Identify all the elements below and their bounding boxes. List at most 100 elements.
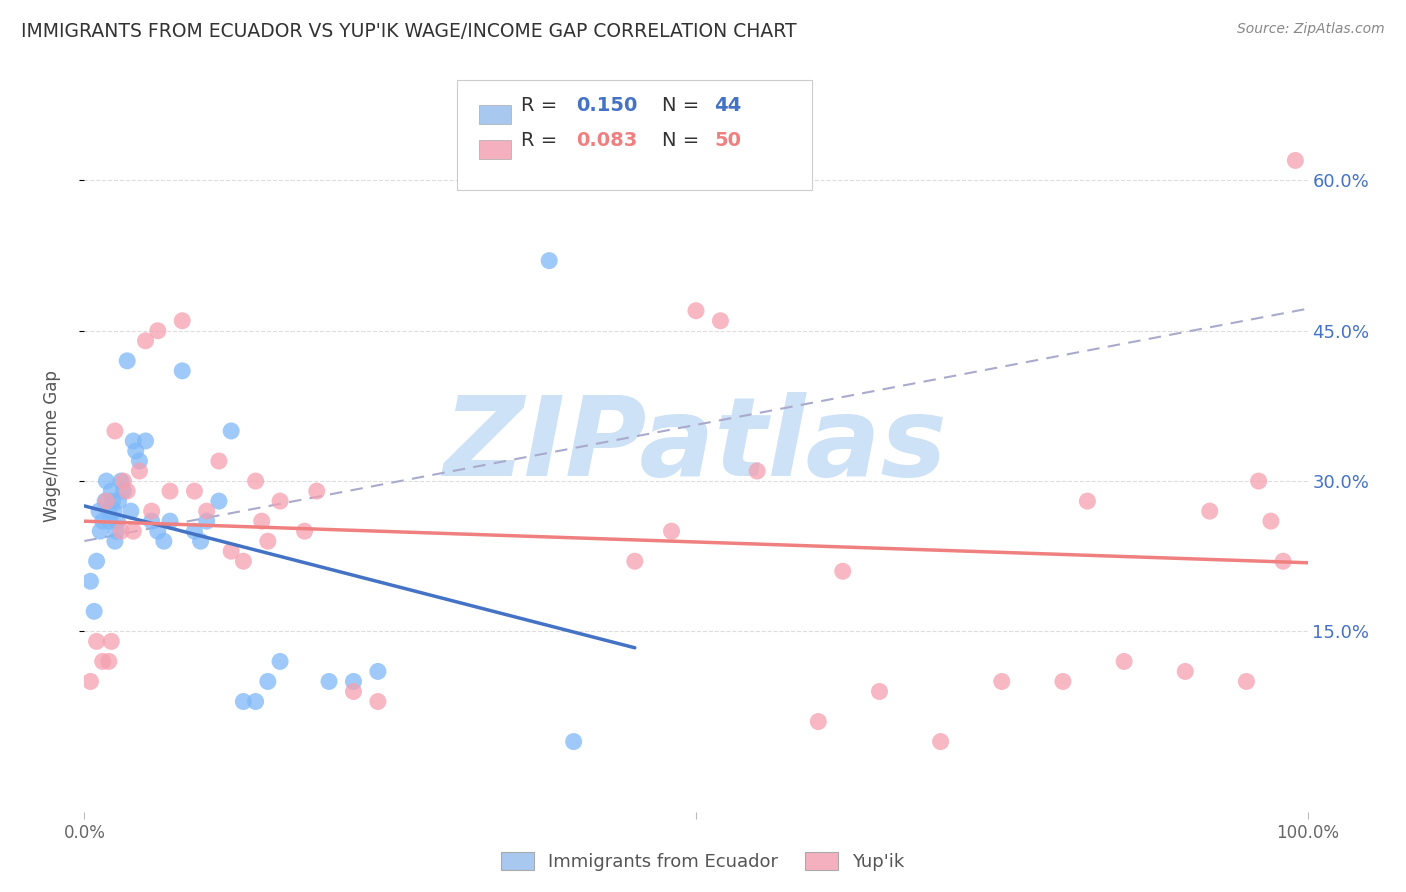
Point [232, 694, 254, 708]
Point [195, 504, 218, 518]
Point [1284, 153, 1306, 168]
Point [172, 364, 194, 378]
Point [367, 665, 389, 679]
Point [94, 494, 117, 508]
Point [831, 564, 853, 578]
Text: 0.083: 0.083 [576, 131, 637, 150]
FancyBboxPatch shape [457, 80, 813, 190]
Point [125, 444, 148, 458]
Point [96, 494, 118, 508]
Point [135, 434, 157, 448]
Point [172, 314, 194, 328]
Text: ZIPatlas: ZIPatlas [444, 392, 948, 500]
Point [661, 524, 683, 538]
Text: 0.150: 0.150 [576, 96, 637, 115]
Point [115, 484, 138, 499]
Point [128, 454, 150, 468]
Point [245, 694, 267, 708]
Point [96, 474, 118, 488]
Point [1076, 494, 1098, 508]
Legend: Immigrants from Ecuador, Yup'ik: Immigrants from Ecuador, Yup'ik [494, 845, 912, 879]
Text: R =: R = [522, 131, 564, 150]
Y-axis label: Wage/Income Gap: Wage/Income Gap [42, 370, 60, 522]
Point [208, 454, 231, 468]
Point [91, 655, 114, 669]
Point [110, 474, 132, 488]
Point [141, 504, 163, 518]
Point [250, 514, 273, 528]
Point [562, 734, 585, 748]
Point [89, 524, 111, 538]
Text: N =: N = [662, 96, 706, 115]
Point [183, 524, 205, 538]
Point [269, 494, 291, 508]
Point [146, 524, 169, 538]
FancyBboxPatch shape [479, 105, 512, 124]
Point [105, 524, 128, 538]
Point [709, 314, 731, 328]
Point [112, 474, 135, 488]
Point [183, 484, 205, 499]
Point [1272, 554, 1295, 568]
Point [101, 494, 124, 508]
Point [245, 474, 267, 488]
Point [1052, 674, 1074, 689]
Point [98, 514, 121, 528]
Point [146, 324, 169, 338]
Point [294, 524, 316, 538]
Point [115, 354, 138, 368]
Point [685, 303, 707, 318]
Point [367, 694, 389, 708]
Point [1260, 514, 1282, 528]
Text: IMMIGRANTS FROM ECUADOR VS YUP'IK WAGE/INCOME GAP CORRELATION CHART: IMMIGRANTS FROM ECUADOR VS YUP'IK WAGE/I… [21, 22, 797, 41]
Point [112, 484, 135, 499]
Point [257, 534, 280, 549]
Text: Source: ZipAtlas.com: Source: ZipAtlas.com [1237, 22, 1385, 37]
Point [232, 554, 254, 568]
Point [79, 674, 101, 689]
Point [122, 434, 145, 448]
Point [208, 494, 231, 508]
Point [624, 554, 647, 568]
Point [1236, 674, 1258, 689]
Point [141, 514, 163, 528]
Point [1198, 504, 1220, 518]
Point [159, 484, 181, 499]
Point [97, 655, 120, 669]
Point [257, 674, 280, 689]
Text: R =: R = [522, 96, 564, 115]
Point [135, 334, 157, 348]
FancyBboxPatch shape [479, 139, 512, 159]
Point [104, 424, 127, 438]
Point [86, 634, 108, 648]
Point [103, 504, 125, 518]
Point [153, 534, 176, 549]
Text: 44: 44 [714, 96, 741, 115]
Point [122, 524, 145, 538]
Point [79, 574, 101, 589]
Point [1114, 655, 1136, 669]
Point [104, 534, 127, 549]
Point [219, 544, 242, 558]
Point [107, 494, 129, 508]
Point [86, 554, 108, 568]
Point [305, 484, 328, 499]
Point [1247, 474, 1270, 488]
Point [342, 674, 364, 689]
Point [100, 484, 122, 499]
Point [159, 514, 181, 528]
Point [269, 655, 291, 669]
Point [110, 524, 132, 538]
Point [190, 534, 212, 549]
Point [807, 714, 830, 729]
Point [991, 674, 1014, 689]
Point [87, 504, 110, 518]
Point [105, 514, 128, 528]
Text: N =: N = [662, 131, 706, 150]
Point [83, 604, 105, 618]
Point [869, 684, 891, 698]
Point [91, 514, 114, 528]
Point [538, 253, 561, 268]
Point [929, 734, 952, 748]
Point [1174, 665, 1197, 679]
